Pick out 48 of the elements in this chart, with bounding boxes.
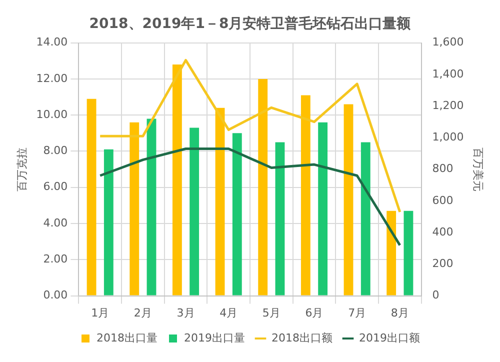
legend-label: 2018出口额 [272,331,332,344]
y-tick-label: 8.00 [43,144,68,158]
bar [258,78,268,296]
y-tick-label: 2.00 [43,252,68,266]
y2-tick-label: 0 [432,288,440,302]
bar [300,95,310,296]
legend-label: 2018出口量 [96,331,158,344]
x-tick-label: 5月 [262,306,280,320]
y2-tick-label: 800 [432,162,454,176]
y-tick-label: 4.00 [43,216,68,230]
y-axis-title: 百万克拉 [15,147,28,192]
y2-tick-label: 1,000 [432,130,464,144]
y2-tick-label: 600 [432,194,454,207]
y2-tick-label: 400 [432,225,454,238]
x-tick-label: 2月 [134,306,152,320]
bar [130,122,140,296]
bar [172,64,182,296]
y2-tick-label: 200 [432,257,454,270]
x-tick-label: 4月 [220,306,238,320]
bar [146,118,156,296]
x-tick-label: 8月 [390,306,409,320]
y-tick-label: 12.00 [36,72,68,85]
bar [360,142,370,296]
y2-tick-label: 1,400 [432,67,464,80]
x-tick-label: 3月 [176,306,195,320]
y2-axis-title: 百万美元 [472,147,485,192]
y-tick-label: 6.00 [43,180,68,194]
y2-tick-label: 1,600 [432,36,464,49]
bar [190,128,200,296]
bar [104,149,114,296]
x-tick-label: 1月 [91,306,110,320]
bar [386,210,396,296]
y-tick-label: 10.00 [36,108,68,121]
bar [275,142,285,296]
bar [86,98,96,296]
chart-title: 2018、2019年1－8月安特卫普毛坯钻石出口量额 [89,15,412,32]
x-tick-label: 7月 [348,306,366,320]
y-tick-label: 14.00 [36,36,68,49]
bar [215,108,225,296]
bar [404,210,414,296]
bar [232,133,242,296]
legend-label: 2019出口额 [358,331,420,344]
x-tick-label: 6月 [305,306,324,320]
y-tick-label: 0.00 [43,288,68,302]
legend-label: 2019出口量 [184,331,246,344]
y2-tick-label: 1,200 [432,98,464,112]
bar [318,122,328,296]
bar [344,104,354,296]
